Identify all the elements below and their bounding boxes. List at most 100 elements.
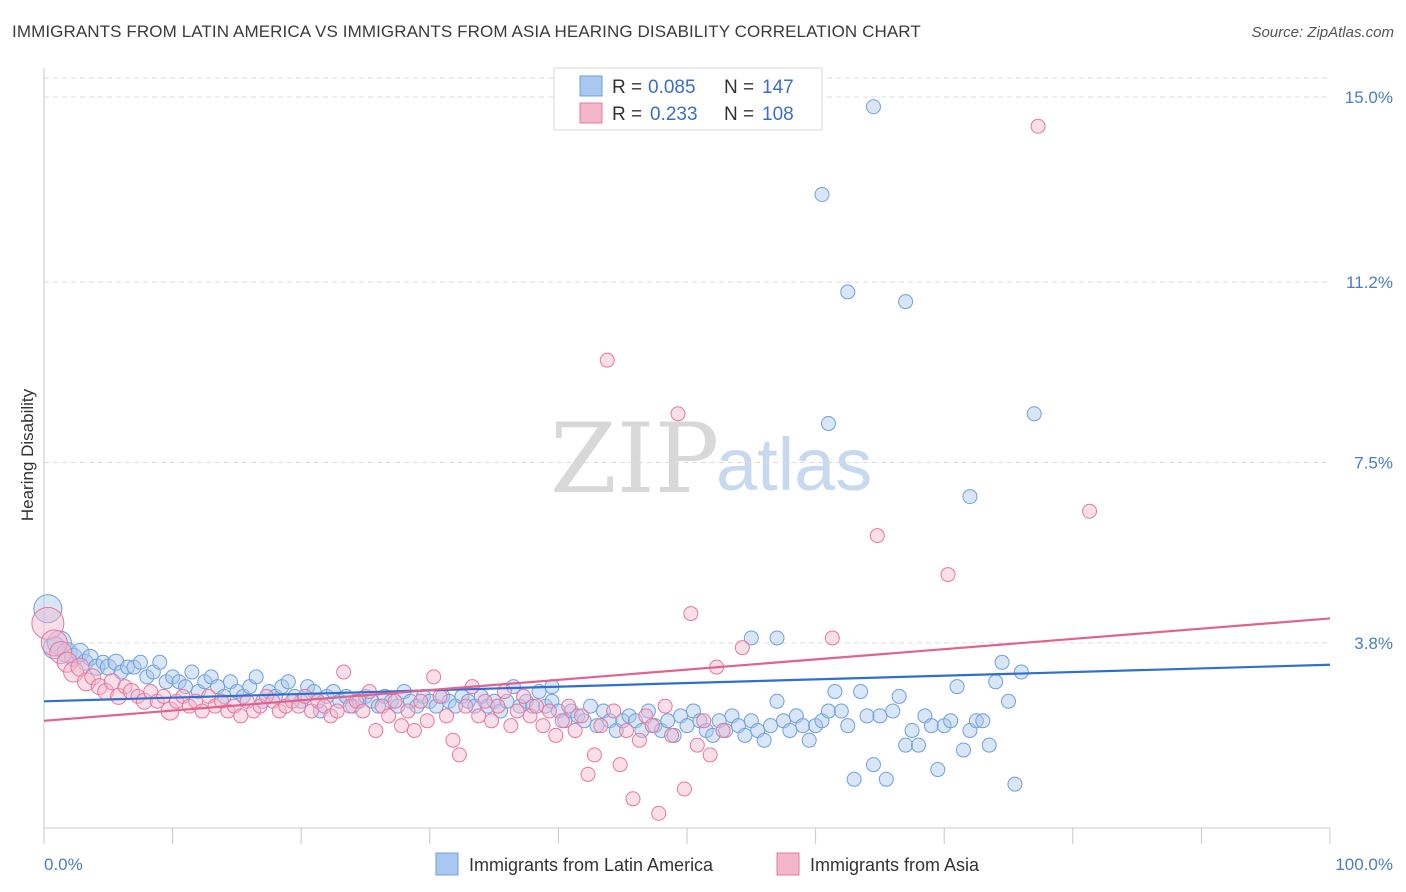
data-point-asia	[683, 606, 699, 622]
data-point-latin-america	[589, 718, 605, 734]
data-point-latin-america	[853, 684, 869, 700]
data-point-latin-america	[955, 742, 971, 758]
data-point-latin-america	[859, 708, 875, 724]
data-point-asia	[619, 723, 635, 739]
data-point-asia	[631, 732, 647, 748]
data-point-latin-america	[1013, 664, 1029, 680]
legend-label-asia: Immigrants from Asia	[810, 855, 980, 875]
data-point-asia	[426, 669, 442, 685]
data-point-asia	[387, 693, 403, 709]
data-point-asia	[503, 718, 519, 734]
data-point-latin-america	[865, 99, 881, 115]
data-point-latin-america	[846, 771, 862, 787]
data-point-asia	[657, 698, 673, 714]
legend-swatch-asia	[776, 852, 800, 876]
data-point-latin-america	[840, 284, 856, 300]
data-point-latin-america	[280, 674, 296, 690]
watermark-atlas: atlas	[716, 423, 872, 506]
stats-r-value-2: 0.233	[650, 104, 698, 125]
data-point-latin-america	[743, 630, 759, 646]
data-point-latin-america	[885, 703, 901, 719]
data-point-latin-america	[177, 679, 193, 695]
data-point-latin-america	[820, 703, 836, 719]
trend-line-asia	[43, 617, 1331, 722]
data-point-latin-america	[910, 737, 926, 753]
data-point-latin-america	[499, 693, 515, 709]
data-point-asia	[394, 718, 410, 734]
data-point-asia	[329, 703, 345, 719]
data-point-asia	[548, 727, 564, 743]
data-point-latin-america	[827, 684, 843, 700]
data-point-asia	[194, 703, 210, 719]
chart-title: IMMIGRANTS FROM LATIN AMERICA VS IMMIGRA…	[12, 22, 921, 41]
data-point-latin-america	[968, 713, 984, 729]
data-point-latin-america	[1026, 406, 1042, 422]
data-point-latin-america	[525, 698, 541, 714]
data-point-asia	[869, 528, 885, 544]
chart-source: Source: ZipAtlas.com	[1251, 24, 1394, 41]
data-point-latin-america	[975, 713, 991, 729]
y-axis-label: Hearing Disability	[18, 388, 37, 521]
watermark-zip: ZIP	[550, 403, 719, 515]
stats-legend-swatch-asia	[579, 102, 603, 124]
data-point-latin-america	[152, 654, 168, 670]
series-latin-america	[33, 99, 1042, 792]
data-point-asia	[606, 703, 622, 719]
data-point-latin-america	[930, 762, 946, 778]
data-point-latin-america	[820, 416, 836, 432]
data-point-latin-america	[904, 723, 920, 739]
data-point-asia	[406, 723, 422, 739]
data-point-asia	[445, 732, 461, 748]
stats-legend-swatch-latin-america	[579, 75, 603, 97]
data-point-latin-america	[943, 713, 959, 729]
trend-lines	[43, 617, 1331, 722]
data-point-asia	[355, 703, 371, 719]
data-point-latin-america	[1007, 776, 1023, 792]
data-point-asia	[381, 708, 397, 724]
data-point-asia	[612, 757, 628, 773]
data-point-latin-america	[865, 757, 881, 773]
y-tick-label: 11.2%	[1346, 273, 1393, 292]
data-point-latin-america	[95, 654, 111, 670]
stats-n-label-2: N =	[724, 104, 754, 125]
data-point-asia	[580, 766, 596, 782]
data-point-asia	[484, 713, 500, 729]
data-point-asia	[541, 703, 557, 719]
data-point-asia	[336, 664, 352, 680]
data-point-asia	[529, 698, 545, 714]
data-point-asia	[458, 698, 474, 714]
data-point-asia	[599, 352, 615, 368]
data-point-asia	[696, 713, 712, 729]
data-point-asia	[676, 781, 692, 797]
data-point-asia	[574, 708, 590, 724]
data-point-latin-america	[120, 659, 136, 675]
data-point-asia	[471, 708, 487, 724]
data-point-latin-america	[814, 186, 830, 202]
data-point-asia	[567, 723, 583, 739]
data-point-asia	[439, 708, 455, 724]
data-point-latin-america	[923, 718, 939, 734]
y-tick-label: 15.0%	[1345, 88, 1393, 107]
data-point-asia	[940, 567, 956, 583]
data-point-asia	[561, 698, 577, 714]
stats-n-label-1: N =	[724, 77, 754, 98]
data-point-asia	[1030, 118, 1046, 134]
data-point-asia	[451, 747, 467, 763]
data-point-latin-america	[737, 727, 753, 743]
legend-label-latin-america: Immigrants from Latin America	[469, 855, 714, 875]
data-point-asia	[49, 641, 73, 665]
data-point-latin-america	[833, 703, 849, 719]
data-point-asia	[516, 688, 532, 704]
data-point-asia	[156, 688, 172, 704]
trend-line-latin-america	[43, 663, 1331, 703]
data-point-asia	[586, 747, 602, 763]
data-point-asia	[419, 713, 435, 729]
stats-n-value-2: 108	[762, 104, 794, 125]
data-point-latin-america	[132, 654, 148, 670]
stats-r-label-2: R =	[612, 104, 642, 125]
data-point-asia	[490, 698, 506, 714]
data-point-asia	[734, 640, 750, 656]
data-point-latin-america	[801, 732, 817, 748]
legend-swatch-latin-america	[435, 852, 459, 876]
